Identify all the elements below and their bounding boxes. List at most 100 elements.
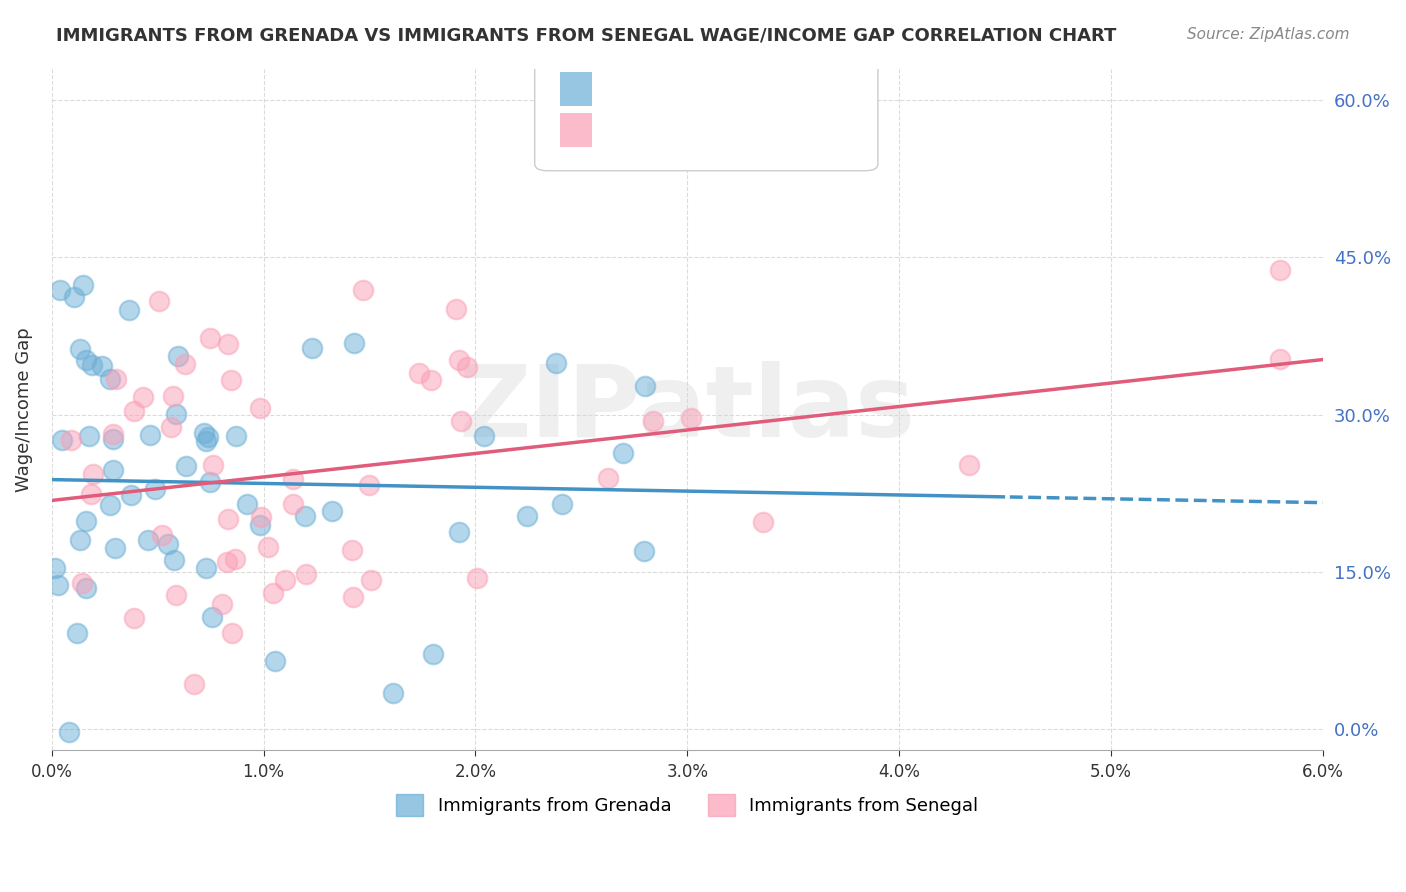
- Point: [60, 433, 83, 447]
- Point: [408, 366, 430, 380]
- Point: [139, 428, 162, 442]
- Text: ZIPatlas: ZIPatlas: [458, 360, 915, 458]
- Point: [174, 459, 197, 474]
- Point: [467, 571, 489, 585]
- Point: [165, 588, 187, 602]
- Y-axis label: Wage/Income Gap: Wage/Income Gap: [15, 327, 32, 491]
- Point: [159, 419, 181, 434]
- Bar: [560, 72, 592, 106]
- Point: [281, 472, 304, 486]
- Point: [957, 458, 980, 472]
- Point: [352, 283, 374, 297]
- Point: [69, 343, 91, 357]
- Point: [551, 497, 574, 511]
- Point: [82, 467, 104, 482]
- Point: [143, 482, 166, 496]
- Point: [80, 486, 103, 500]
- Text: N =: N =: [751, 130, 794, 149]
- Point: [262, 586, 284, 600]
- Point: [447, 352, 470, 367]
- Point: [236, 497, 259, 511]
- Point: [612, 446, 634, 460]
- Point: [132, 390, 155, 404]
- Point: [148, 294, 170, 309]
- Point: [343, 336, 366, 351]
- Point: [360, 573, 382, 587]
- Point: [264, 655, 287, 669]
- Point: [202, 458, 225, 473]
- Text: 52: 52: [814, 130, 842, 149]
- Point: [516, 509, 538, 524]
- Text: R =: R =: [599, 89, 641, 108]
- Text: Source: ZipAtlas.com: Source: ZipAtlas.com: [1187, 27, 1350, 42]
- Point: [197, 430, 219, 444]
- Point: [82, 358, 104, 372]
- Point: [681, 411, 703, 425]
- Point: [444, 301, 467, 316]
- Point: [257, 541, 280, 555]
- Point: [162, 389, 184, 403]
- Point: [165, 408, 187, 422]
- Point: [340, 542, 363, 557]
- Point: [201, 609, 224, 624]
- Point: [215, 555, 238, 569]
- Point: [75, 581, 97, 595]
- Point: [195, 434, 218, 448]
- Point: [163, 553, 186, 567]
- Point: [250, 509, 273, 524]
- Point: [46, 577, 69, 591]
- Point: [72, 278, 94, 293]
- Point: [217, 512, 239, 526]
- Point: [217, 337, 239, 351]
- Point: [219, 372, 242, 386]
- Text: R =: R =: [599, 130, 641, 149]
- Point: [156, 537, 179, 551]
- Point: [281, 497, 304, 511]
- Point: [120, 488, 142, 502]
- Text: N =: N =: [751, 89, 794, 108]
- Point: [301, 341, 323, 355]
- Point: [294, 508, 316, 523]
- Text: 0.045: 0.045: [662, 89, 723, 108]
- Point: [342, 590, 364, 604]
- Point: [249, 517, 271, 532]
- Point: [273, 574, 295, 588]
- Bar: [560, 112, 592, 147]
- Point: [183, 677, 205, 691]
- Point: [200, 475, 222, 490]
- Point: [1270, 352, 1292, 367]
- FancyBboxPatch shape: [534, 55, 877, 170]
- Point: [224, 552, 246, 566]
- Point: [58, 725, 80, 739]
- Point: [75, 514, 97, 528]
- Point: [195, 561, 218, 575]
- Point: [249, 401, 271, 416]
- Point: [381, 686, 404, 700]
- Point: [52, 805, 75, 819]
- Point: [136, 533, 159, 548]
- Text: 0.341: 0.341: [662, 130, 723, 149]
- Point: [51, 433, 73, 447]
- Point: [472, 428, 495, 442]
- Point: [79, 429, 101, 443]
- Point: [66, 625, 89, 640]
- Point: [122, 403, 145, 417]
- Point: [634, 379, 657, 393]
- Point: [198, 331, 221, 345]
- Point: [69, 533, 91, 548]
- Point: [91, 359, 114, 374]
- Point: [72, 576, 94, 591]
- Point: [211, 598, 233, 612]
- Point: [104, 541, 127, 555]
- Point: [321, 504, 343, 518]
- Point: [447, 525, 470, 540]
- Point: [225, 428, 247, 442]
- Text: 56: 56: [814, 89, 842, 108]
- Point: [103, 462, 125, 476]
- Point: [752, 515, 775, 529]
- Point: [450, 414, 472, 428]
- Point: [544, 356, 567, 370]
- Point: [596, 471, 619, 485]
- Point: [118, 303, 141, 318]
- Text: IMMIGRANTS FROM GRENADA VS IMMIGRANTS FROM SENEGAL WAGE/INCOME GAP CORRELATION C: IMMIGRANTS FROM GRENADA VS IMMIGRANTS FR…: [56, 27, 1116, 45]
